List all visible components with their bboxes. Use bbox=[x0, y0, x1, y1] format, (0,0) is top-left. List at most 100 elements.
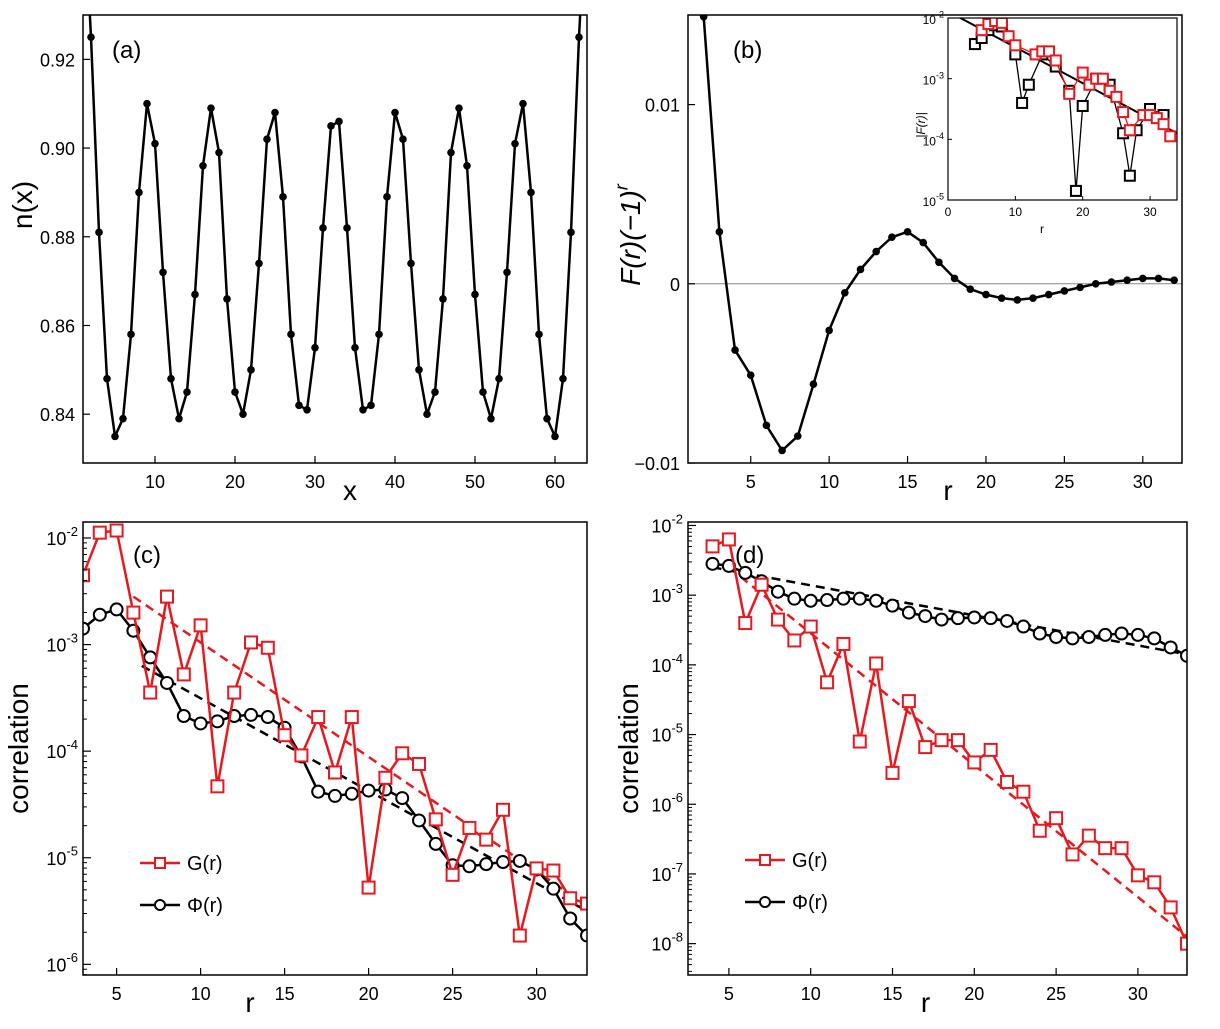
legend-label-d: G(r) bbox=[792, 850, 828, 872]
panel-c-series-Phi-point bbox=[395, 791, 410, 806]
panel-c-series-G-point bbox=[311, 710, 326, 725]
panel-a-series-point bbox=[423, 410, 431, 419]
inset-ytick-label: 10-3 bbox=[923, 70, 944, 87]
panel-b-series-point bbox=[1091, 280, 1100, 288]
panel-a-series-point bbox=[119, 414, 127, 423]
panel-d-ytick-label-exponent: -2 bbox=[671, 511, 683, 526]
panel-a-xtick-label: 40 bbox=[385, 472, 405, 492]
inset-point bbox=[1022, 78, 1035, 91]
panel-d-series-G-point bbox=[803, 619, 818, 634]
panel-d-xtick-label: 15 bbox=[882, 984, 902, 1004]
panel-d-series-Phi-point bbox=[787, 591, 802, 606]
panel-d-series-Phi-point bbox=[1114, 626, 1129, 641]
panel-a-series-point bbox=[559, 374, 567, 383]
panel-b-series-point bbox=[778, 446, 786, 455]
panel-b-frame bbox=[687, 14, 1183, 464]
panel-a-xtick-label: 60 bbox=[545, 472, 565, 492]
inset-point bbox=[1096, 72, 1109, 85]
panel-c-series-Phi-point bbox=[344, 786, 359, 801]
panel-c-series-Phi-point bbox=[361, 783, 376, 798]
panel-d-ytick-label-base: 10 bbox=[651, 516, 671, 536]
panel-a-frame bbox=[82, 14, 588, 464]
panel-b-series-point bbox=[746, 371, 755, 379]
panel-c-series-Phi-point bbox=[412, 813, 426, 828]
inset-ytick-label-exponent: -2 bbox=[936, 10, 944, 20]
panel-c-series-G-point bbox=[277, 728, 292, 743]
panel-b-ytick-label: 0 bbox=[670, 275, 680, 295]
panel-c-series-G-point bbox=[210, 779, 225, 794]
panel-b-series-point bbox=[856, 265, 865, 274]
panel-c-series-Phi-point bbox=[479, 857, 494, 872]
panel-d-series-Phi-point bbox=[983, 611, 998, 626]
panel-a-series-point bbox=[271, 108, 279, 117]
panel-d-plot bbox=[705, 532, 1187, 951]
panel-d-series-Phi-point bbox=[836, 591, 851, 606]
panel-d-ytick-label-base: 10 bbox=[651, 586, 671, 606]
panel-c-series-G-point bbox=[361, 880, 376, 895]
panel-d-label: (d) bbox=[735, 542, 764, 569]
panel-a-series-point bbox=[471, 290, 479, 299]
panel-d-series-Phi-point bbox=[918, 609, 933, 624]
panel-d-series-G-point bbox=[901, 694, 916, 709]
panel-d-series-Phi-point bbox=[869, 593, 884, 608]
panel-c-series-G-point bbox=[193, 618, 208, 633]
panel-c-series-G-point bbox=[546, 863, 561, 878]
panel-a-series-point bbox=[127, 330, 135, 339]
panel-d-series-Phi-point bbox=[1065, 631, 1080, 646]
inset-frame bbox=[947, 17, 1178, 201]
panel-b-series-point bbox=[699, 15, 708, 21]
panel-d-series-G-point bbox=[1000, 774, 1015, 789]
panel-d-xtick-label: 25 bbox=[1046, 984, 1066, 1004]
inset-ytick-label: 10-5 bbox=[923, 192, 944, 209]
panel-d-series-Phi-point bbox=[885, 598, 900, 613]
panel-d-series-G-point bbox=[1180, 936, 1187, 951]
panel-a-series-point bbox=[543, 414, 551, 423]
inset-ytick-label-base: 10 bbox=[923, 74, 937, 88]
panel-c-series-G-point bbox=[328, 765, 342, 780]
panel-d-series-Phi-point bbox=[950, 611, 965, 626]
panel-a-ylabel: n(x) bbox=[7, 181, 38, 229]
inset-point bbox=[1123, 169, 1136, 182]
panel-c-ylabel: correlation bbox=[3, 683, 34, 814]
panel-c-series-G-point bbox=[160, 589, 174, 604]
panel-c-series-Phi-point bbox=[160, 675, 174, 690]
panel-a-ytick-label: 0.88 bbox=[40, 228, 75, 248]
panel-b-xtick-label: 30 bbox=[1133, 472, 1153, 492]
inset-point bbox=[1076, 66, 1089, 79]
panel-a-series-point bbox=[407, 259, 415, 268]
inset-xtick-label: 0 bbox=[945, 205, 952, 219]
panel-a-series-point bbox=[231, 388, 239, 396]
panel-d-series-G-point bbox=[1016, 784, 1031, 799]
panel-d-series-G-point bbox=[1163, 900, 1178, 915]
inset-point bbox=[1123, 124, 1136, 137]
panel-c-xtick-label: 15 bbox=[275, 984, 295, 1004]
panel-a-series-point bbox=[287, 330, 295, 339]
panel-a-series-point bbox=[367, 401, 375, 410]
panel-d-series-Phi-point bbox=[1016, 619, 1031, 634]
panel-b-series-point bbox=[966, 285, 975, 293]
panel-b-series-point bbox=[935, 258, 943, 267]
panel-c-series-G-point bbox=[395, 746, 410, 761]
panel-a-series-point bbox=[207, 104, 215, 112]
inset-point bbox=[995, 18, 1008, 29]
panel-b-xtick-label: 25 bbox=[1054, 472, 1074, 492]
panel-d-series-G-point bbox=[934, 733, 949, 748]
panel-d-series-G-point bbox=[705, 539, 720, 554]
panel-d-ytick-label: 10-8 bbox=[651, 930, 683, 955]
panel-d-ytick-label: 10-5 bbox=[651, 720, 683, 745]
panel-a-series-point bbox=[87, 33, 95, 41]
panel-c-series-G-point bbox=[294, 748, 309, 763]
inset-point bbox=[1063, 87, 1076, 100]
panel-c-xtick-label: 10 bbox=[191, 984, 211, 1004]
panel-a-series-point bbox=[479, 388, 487, 396]
panel-d-series-Phi-point bbox=[1147, 631, 1162, 646]
panel-c-series-Phi-point bbox=[244, 707, 258, 722]
panel-b-series-point bbox=[1123, 276, 1131, 285]
panel-a-series-point bbox=[343, 224, 351, 232]
panel-b-series-point bbox=[809, 380, 818, 388]
inset-point bbox=[1157, 118, 1170, 131]
panel-b-series-point bbox=[1138, 274, 1147, 283]
panel-c-series-G-point bbox=[445, 867, 460, 882]
panel-a-series-point bbox=[191, 290, 199, 299]
